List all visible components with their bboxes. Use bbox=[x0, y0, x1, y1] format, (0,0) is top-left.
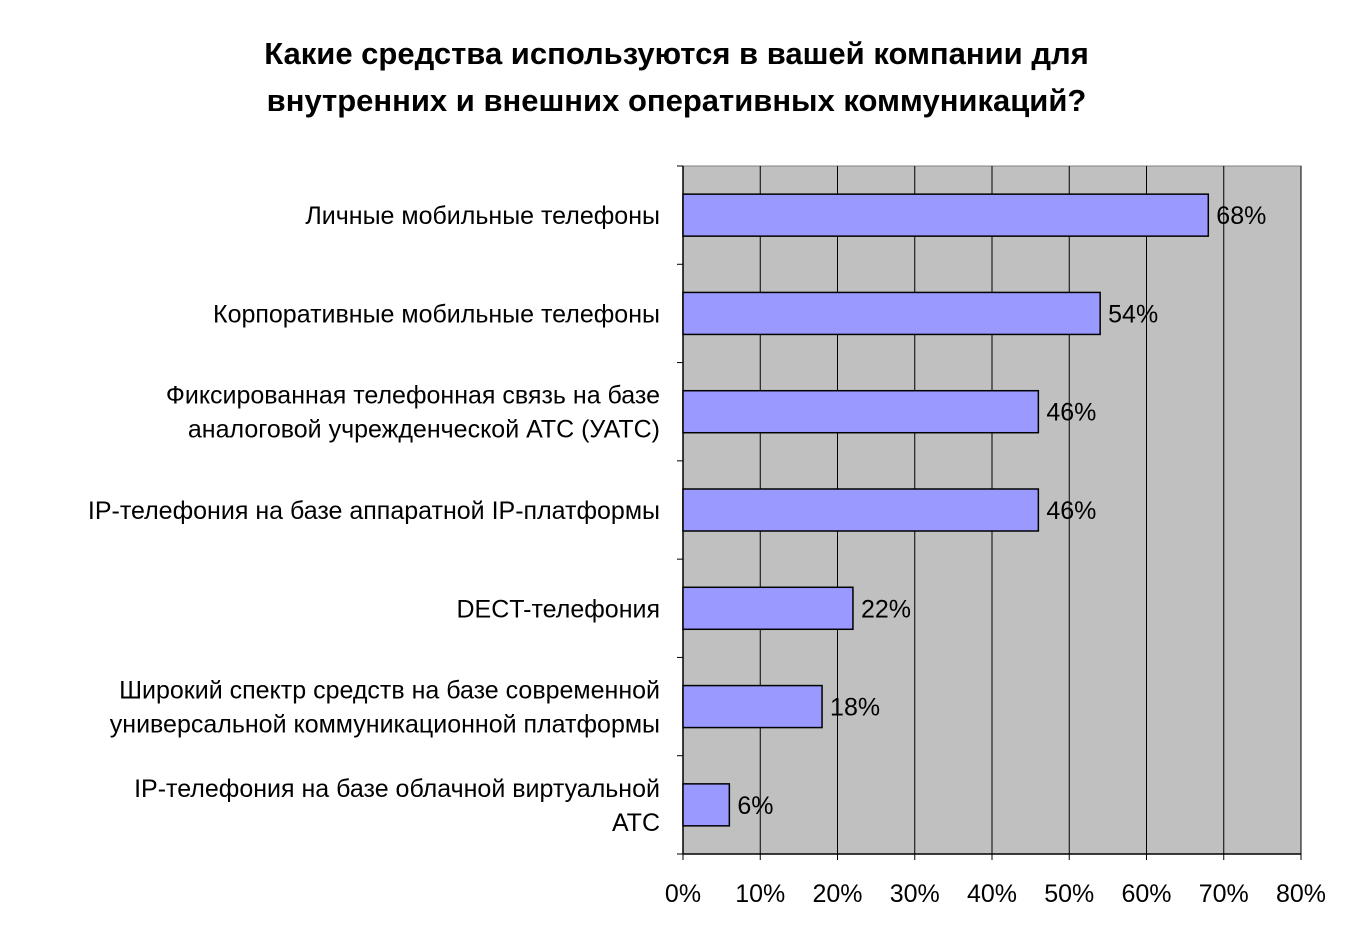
category-label: Фиксированная телефонная связь на базе ан… bbox=[166, 382, 660, 444]
category-label: IP-телефония на базе аппаратной IP-платф… bbox=[88, 497, 660, 525]
bar bbox=[682, 291, 1101, 336]
category-label-line: аналоговой учрежденческой АТС (УАТС) bbox=[188, 416, 660, 444]
category-label-line: Личные мобильные телефоны bbox=[305, 202, 660, 230]
category-label-line: DECT-телефония bbox=[456, 595, 660, 623]
category-label-line: IP-телефония на базе облачной виртуально… bbox=[134, 775, 660, 803]
chart-title: Какие средства используются в вашей комп… bbox=[0, 30, 1353, 124]
bar bbox=[682, 586, 854, 631]
data-label: 46% bbox=[1046, 497, 1096, 525]
data-label: 68% bbox=[1216, 202, 1266, 230]
x-tick-label: 10% bbox=[735, 880, 785, 908]
bar bbox=[682, 389, 1040, 434]
data-label: 18% bbox=[830, 694, 880, 722]
x-tick-label: 50% bbox=[1044, 880, 1094, 908]
x-tick-label: 80% bbox=[1276, 880, 1326, 908]
category-label: Широкий спектр средств на базе современн… bbox=[110, 677, 660, 739]
category-label-line: Широкий спектр средств на базе современн… bbox=[119, 677, 660, 705]
category-label-line: АТС bbox=[612, 809, 660, 837]
x-tick-label: 30% bbox=[890, 880, 940, 908]
bar bbox=[682, 193, 1210, 237]
category-label: IP-телефония на базе облачной виртуально… bbox=[134, 775, 660, 837]
x-tick-label: 70% bbox=[1199, 880, 1249, 908]
bar bbox=[682, 783, 731, 827]
chart-title-line-1: Какие средства используются в вашей комп… bbox=[264, 36, 1089, 71]
bar bbox=[682, 684, 823, 729]
bar bbox=[682, 488, 1040, 532]
category-label-line: Корпоративные мобильные телефоны bbox=[213, 300, 660, 328]
category-label: DECT-телефония bbox=[456, 595, 660, 623]
data-label: 22% bbox=[861, 595, 911, 623]
category-label-line: универсальной коммуникационной платформы bbox=[110, 711, 660, 739]
category-label: Личные мобильные телефоны bbox=[305, 202, 660, 230]
category-label: Корпоративные мобильные телефоны bbox=[213, 300, 660, 328]
x-tick-label: 0% bbox=[665, 880, 701, 908]
x-tick-label: 40% bbox=[967, 880, 1017, 908]
data-label: 46% bbox=[1046, 399, 1096, 427]
data-label: 6% bbox=[737, 792, 773, 820]
data-label: 54% bbox=[1108, 300, 1158, 328]
category-label-line: Фиксированная телефонная связь на базе bbox=[166, 382, 660, 410]
chart-title-line-2: внутренних и внешних оперативных коммуни… bbox=[266, 83, 1087, 118]
x-tick-label: 60% bbox=[1121, 880, 1171, 908]
x-tick-label: 20% bbox=[812, 880, 862, 908]
category-label-line: IP-телефония на базе аппаратной IP-платф… bbox=[88, 497, 660, 525]
